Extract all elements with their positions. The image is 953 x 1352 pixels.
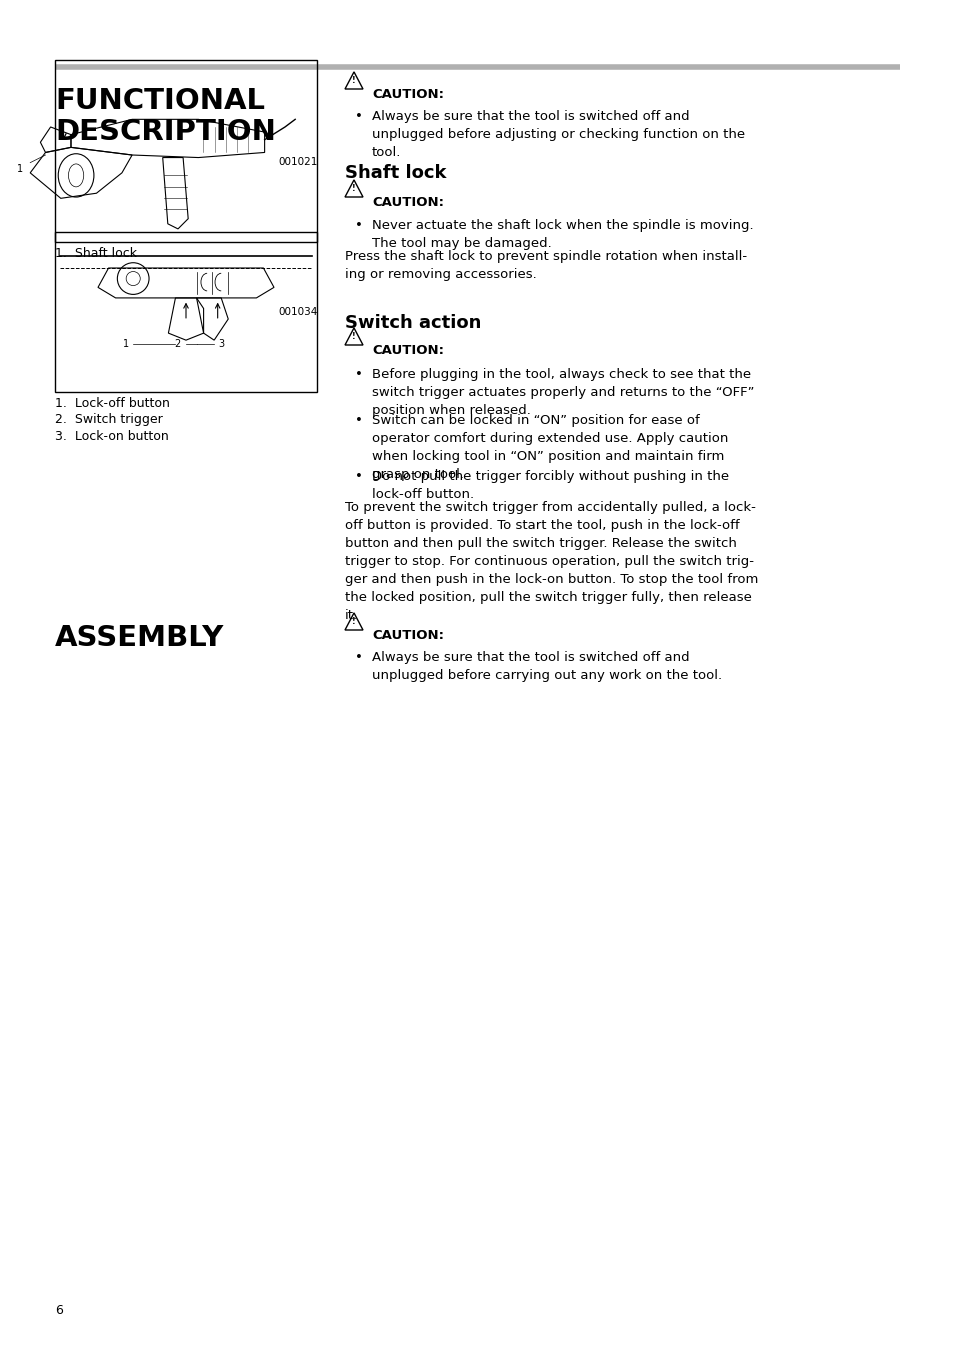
Bar	[55, 59, 316, 242]
Text: 2: 2	[173, 339, 180, 349]
Text: •: •	[355, 414, 362, 427]
Text: Press the shaft lock to prevent spindle rotation when install-
ing or removing a: Press the shaft lock to prevent spindle …	[345, 250, 746, 281]
Text: Do not pull the trigger forcibly without pushing in the
lock-off button.: Do not pull the trigger forcibly without…	[372, 470, 728, 502]
Text: 6: 6	[55, 1303, 63, 1317]
Text: !: !	[352, 618, 355, 626]
Text: Switch action: Switch action	[345, 314, 481, 333]
Text: 001021: 001021	[278, 157, 317, 168]
Text: Always be sure that the tool is switched off and
unplugged before carrying out a: Always be sure that the tool is switched…	[372, 652, 721, 681]
Text: 3: 3	[218, 339, 224, 349]
Text: Before plugging in the tool, always check to see that the
switch trigger actuate: Before plugging in the tool, always chec…	[372, 368, 754, 416]
Text: !: !	[352, 333, 355, 341]
Text: CAUTION:: CAUTION:	[372, 88, 443, 101]
Text: •: •	[355, 219, 362, 233]
Text: •: •	[355, 652, 362, 664]
Text: FUNCTIONAL
DESCRIPTION: FUNCTIONAL DESCRIPTION	[55, 87, 275, 146]
Text: Never actuate the shaft lock when the spindle is moving.
The tool may be damaged: Never actuate the shaft lock when the sp…	[372, 219, 753, 250]
Text: CAUTION:: CAUTION:	[372, 629, 443, 642]
Text: CAUTION:: CAUTION:	[372, 343, 443, 357]
Text: 001034: 001034	[278, 307, 317, 316]
Text: Always be sure that the tool is switched off and
unplugged before adjusting or c: Always be sure that the tool is switched…	[372, 110, 744, 160]
Text: !: !	[352, 184, 355, 193]
Text: 3.  Lock-on button: 3. Lock-on button	[55, 430, 169, 443]
Text: ASSEMBLY: ASSEMBLY	[55, 625, 224, 652]
Text: Switch can be locked in “ON” position for ease of
operator comfort during extend: Switch can be locked in “ON” position fo…	[372, 414, 727, 481]
Text: CAUTION:: CAUTION:	[372, 196, 443, 210]
Text: 1: 1	[123, 339, 129, 349]
Text: 1: 1	[17, 164, 23, 174]
Text: •: •	[355, 110, 362, 123]
Text: •: •	[355, 368, 362, 381]
Text: 2.  Switch trigger: 2. Switch trigger	[55, 414, 163, 426]
Text: 1.  Lock-off button: 1. Lock-off button	[55, 397, 170, 410]
Text: Shaft lock: Shaft lock	[345, 164, 446, 183]
Text: •: •	[355, 470, 362, 483]
Text: 1.  Shaft lock: 1. Shaft lock	[55, 247, 137, 260]
Bar	[55, 233, 316, 392]
Text: !: !	[352, 76, 355, 85]
Text: To prevent the switch trigger from accidentally pulled, a lock-
off button is pr: To prevent the switch trigger from accid…	[345, 502, 758, 622]
